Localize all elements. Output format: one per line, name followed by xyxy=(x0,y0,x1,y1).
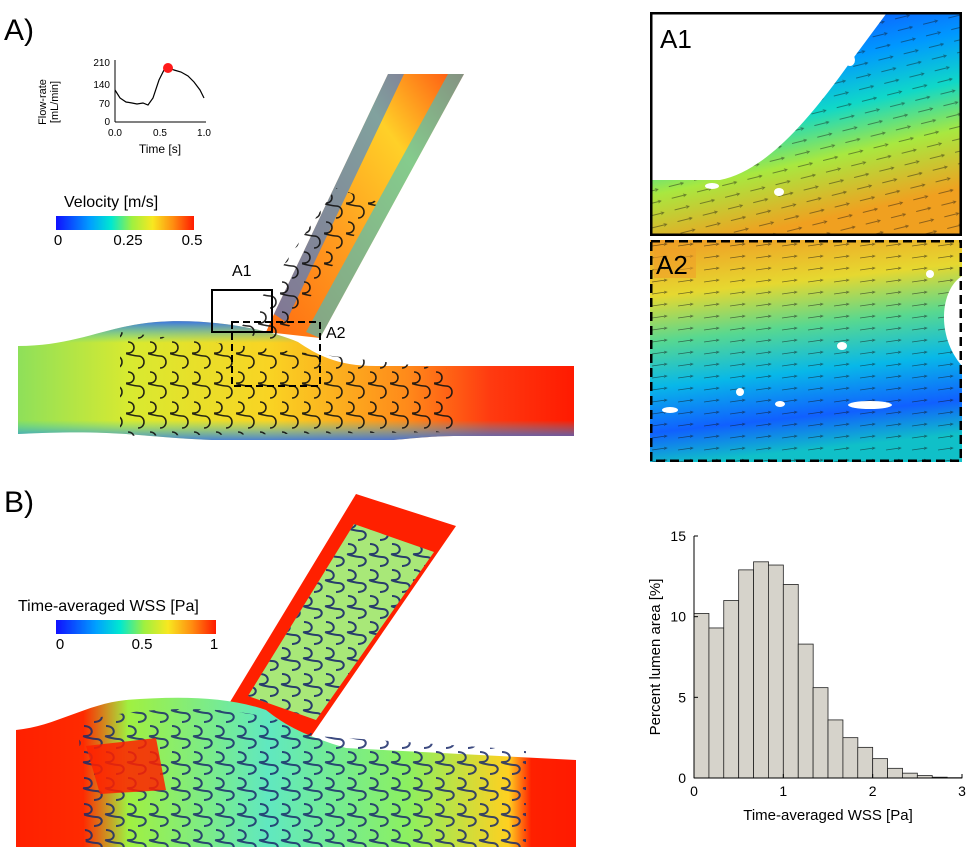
flow-inset-ylabel: Flow-rate [mL/min] xyxy=(37,79,61,125)
velocity-colorbar: Velocity [m/s] 0 0.25 0.5 xyxy=(46,194,206,258)
panel-b-label: B) xyxy=(4,486,34,519)
histogram-y-tick-label: 15 xyxy=(670,528,686,544)
flow-rate-marker xyxy=(163,63,173,73)
zoom-box-a2 xyxy=(231,321,321,387)
flow-inset-ytick: 210 xyxy=(93,58,110,69)
histogram-bar xyxy=(797,643,814,779)
wss-histogram: 0 1 2 3 0 5 10 15 Time-averaged WSS [Pa] Percen… xyxy=(647,528,966,824)
strut-section xyxy=(848,401,892,409)
flow-inset-ylabel-line2: [mL/min] xyxy=(49,81,61,123)
histogram-y-tick-label: 10 xyxy=(670,609,686,625)
histogram-ylabel: Percent lumen area [%] xyxy=(647,579,664,736)
wss-colorbar-tick: 0.5 xyxy=(131,636,153,653)
wss-colorbar-gradient xyxy=(56,620,216,634)
velocity-colorbar-ticks: 0 0.25 0.5 xyxy=(53,232,203,252)
strut-section xyxy=(787,122,797,130)
histogram-x-tick-label: 2 xyxy=(869,783,877,799)
histogram-axes: 0 1 2 3 0 5 10 15 xyxy=(670,528,966,799)
histogram-xlabel: Time-averaged WSS [Pa] xyxy=(743,807,913,824)
histogram-bar xyxy=(812,687,829,779)
zoom-box-a1-label: A1 xyxy=(232,263,252,280)
wss-colorbar-tick: 1 xyxy=(209,636,219,653)
velocity-colorbar-gradient xyxy=(56,216,194,230)
zoom-panel-a1: A1 xyxy=(650,12,962,236)
histogram-x-tick-label: 0 xyxy=(690,783,698,799)
zoom-panel-a2: A2 xyxy=(650,240,962,462)
flow-rate-curve xyxy=(114,67,205,106)
strut-section xyxy=(775,401,785,407)
histogram-bar xyxy=(842,737,859,779)
wss-colorbar-ticks: 0 0.5 1 xyxy=(55,636,219,656)
flow-inset-ytick: 0 xyxy=(104,117,110,128)
wss-vessel-render xyxy=(16,494,576,847)
histogram-bar xyxy=(693,613,710,779)
flow-inset-xlabel: Time [s] xyxy=(139,142,181,156)
zoom-panel-a2-label: A2 xyxy=(656,250,688,280)
histogram-bar xyxy=(827,719,844,779)
strut-section xyxy=(705,183,719,189)
histogram-bar xyxy=(872,758,888,779)
wss-colorbar-title: Time-averaged WSS [Pa] xyxy=(18,598,199,615)
velocity-colorbar-title: Velocity [m/s] xyxy=(64,194,159,211)
histogram-bar xyxy=(887,767,903,779)
flow-inset-ytick: 70 xyxy=(99,99,111,110)
zoom-box-a1 xyxy=(211,289,273,333)
strut-section xyxy=(926,270,934,278)
strut-section xyxy=(736,388,744,396)
histogram-bar xyxy=(857,746,874,779)
histogram-bar xyxy=(738,569,754,779)
strut-section xyxy=(774,188,784,196)
flow-inset-ylabel-line1: Flow-rate xyxy=(37,79,49,125)
flow-inset-xtick: 1.0 xyxy=(197,128,211,139)
zoom-a2-wall-gap xyxy=(943,276,962,366)
panel-a-label: A) xyxy=(4,14,34,47)
histogram-bar xyxy=(708,627,725,779)
velocity-vessel-render: A1 A2 xyxy=(18,74,574,440)
histogram-bar xyxy=(782,584,799,779)
velocity-colorbar-tick: 0.25 xyxy=(113,232,143,249)
histogram-bar xyxy=(902,772,918,779)
flow-inset-ytick: 140 xyxy=(93,80,110,91)
velocity-colorbar-tick: 0.5 xyxy=(181,232,203,249)
histogram-y-tick-label: 0 xyxy=(678,770,686,786)
histogram-bar xyxy=(753,561,769,779)
strut-section xyxy=(845,54,855,66)
histogram-x-tick-label: 1 xyxy=(779,783,787,799)
histogram-bar xyxy=(723,600,740,779)
histogram-x-tick-label: 3 xyxy=(958,783,966,799)
wss-colorbar-tick: 0 xyxy=(55,636,65,653)
histogram-bar xyxy=(768,564,784,779)
main-stent-mesh xyxy=(120,332,456,436)
velocity-colorbar-tick: 0 xyxy=(53,232,63,249)
flow-rate-inset: Flow-rate [mL/min] 210 140 70 0 0.0 0.5 … xyxy=(37,58,211,156)
zoom-box-a2-label: A2 xyxy=(326,325,346,342)
flow-inset-xtick: 0.5 xyxy=(153,128,167,139)
strut-section xyxy=(837,342,847,350)
wss-colorbar: Time-averaged WSS [Pa] 0 0.5 1 xyxy=(18,598,248,662)
histogram-bars xyxy=(693,561,963,779)
zoom-panel-a1-label: A1 xyxy=(660,24,692,54)
flow-inset-xtick: 0.0 xyxy=(108,128,122,139)
histogram-y-tick-label: 5 xyxy=(678,689,686,705)
strut-section xyxy=(662,407,678,413)
